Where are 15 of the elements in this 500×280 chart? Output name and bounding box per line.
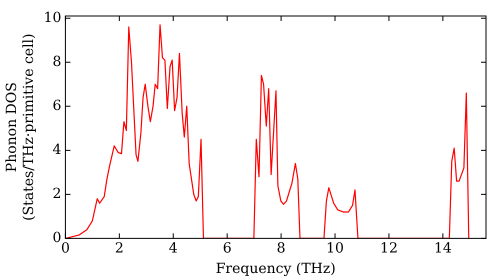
y-tick-label: 8 <box>52 54 62 70</box>
x-tick-label: 4 <box>168 240 178 256</box>
y-tick-label: 4 <box>52 142 62 158</box>
y-tick-label: 6 <box>52 98 62 114</box>
x-tick-label: 10 <box>326 240 344 256</box>
x-tick-label: 2 <box>114 240 124 256</box>
x-axis-title: Frequency (THz) <box>216 261 336 278</box>
y-axis-title: Phonon DOS (States/THz·primitive cell) <box>4 34 37 221</box>
y-tick-label: 0 <box>52 230 62 246</box>
y-tick-label: 10 <box>44 10 62 26</box>
x-tick-label: 12 <box>380 240 398 256</box>
x-tick-label: 8 <box>276 240 286 256</box>
y-tick-label: 2 <box>52 186 62 202</box>
x-tick-label: 14 <box>434 240 452 256</box>
x-tick-label: 6 <box>222 240 232 256</box>
